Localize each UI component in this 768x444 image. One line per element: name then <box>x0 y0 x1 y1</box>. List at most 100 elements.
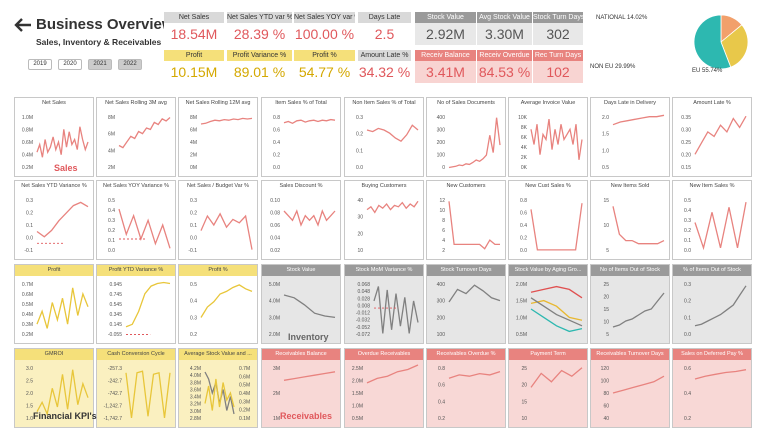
y-tick-label: 400 <box>437 282 446 288</box>
pie-label-national: NATIONAL 14.02% <box>596 15 648 21</box>
chart-title: Stock MoM Variance % <box>345 265 423 276</box>
chart-tile-receivables-turnover-days[interactable]: Receivables Turnover Days 120 100 80 60 40 <box>590 348 670 428</box>
y-tick-label: -0.1 <box>188 248 197 254</box>
chart-tile-stock-mom-variance[interactable]: Stock MoM Variance % 0.068 0.048 0.028 0.008… <box>344 264 424 344</box>
chart-tile-gmroi[interactable]: GMROI 3.0 2.5 2.0 1.5 1.0 <box>14 348 94 428</box>
y-tick-label: 0.30 <box>681 128 691 134</box>
series-line <box>36 201 89 238</box>
chart-tile-payment-term[interactable]: Payment Term 25 20 15 10 <box>508 348 588 428</box>
y-tick-label: 0.1 <box>684 238 691 244</box>
chart-tile-days-late-in-delivery[interactable]: Days Late in Delivery 2.0 1.5 1.0 0.5 <box>590 97 670 177</box>
y-tick-label: 0.2 <box>356 132 363 138</box>
chart-tile-net-sales-budget-var[interactable]: Net Sales / Budget Var % 0.3 0.2 0.1 0.0 -0.1 <box>178 180 258 260</box>
chart-tile-net-sales-rolling-12m-avg[interactable]: Net Sales Rolling 12M avg 8M 6M 4M 2M 0M <box>178 97 258 177</box>
y-tick-label: 4.0M <box>190 373 201 379</box>
y-tick-label: 0.4 <box>684 391 691 397</box>
chart-title: Days Late in Delivery <box>604 100 656 106</box>
chart-tile-net-sales-rolling-3m-avg[interactable]: Net Sales Rolling 3M avg 8M 6M 4M 2M <box>96 97 176 177</box>
chart-tile-of-items-out-of-stock[interactable]: % of Items Out of Stock 0.3 0.2 0.1 0.0 <box>672 264 752 344</box>
y-tick-label: 2.5 <box>26 379 33 385</box>
chart-plot: 15 10 5 <box>603 198 665 254</box>
chart-tile-new-customers[interactable]: New Customers 12 10 8 6 4 2 <box>426 180 506 260</box>
chart-title: % of Items Out of Stock <box>673 265 751 276</box>
chart-tile-overdue-receivables[interactable]: Overdue Receivables 2.5M 2.0M 1.5M 1.0M 0.5M <box>344 348 424 428</box>
chart-plot: 0.8 0.6 0.4 0.2 0.0 <box>273 115 336 171</box>
chart-title: Average Invoice Value <box>520 100 576 106</box>
series-line <box>530 297 583 327</box>
y-tick-label: 0.1 <box>684 315 691 321</box>
y-tick-label: 2M <box>108 165 115 171</box>
chart-tile-cash-conversion-cycle[interactable]: Cash Conversion Cycle -257.3 -242.7 -742.7-… <box>96 348 176 428</box>
chart-tile-new-item-sales[interactable]: New Item Sales % 0.5 0.4 0.3 0.2 0.1 0.0 <box>672 180 752 260</box>
chart-tile-buying-customers[interactable]: Buying Customers 40 30 20 10 <box>344 180 424 260</box>
chart-tile-receivables-balance[interactable]: Receivables Balance 3M 2M 1M <box>261 348 341 428</box>
chart-tile-item-sales-of-total[interactable]: Item Sales % of Total 0.8 0.6 0.4 0.2 0.0 <box>261 97 341 177</box>
series-line <box>530 299 583 321</box>
y-tick-label: 0.2M <box>22 165 33 171</box>
series-line <box>200 284 253 318</box>
year-filter-2020[interactable]: 2020 <box>58 59 82 70</box>
chart-tile-non-item-sales-of-total[interactable]: Non Item Sales % of Total 0.3 0.2 0.1 0.0 <box>344 97 424 177</box>
kpi-value: 18.54M <box>170 26 218 42</box>
chart-tile-net-sales-yoy-variance[interactable]: Net Sales YOY Variance % 0.5 0.4 0.3 0.2 0.1 0… <box>96 180 176 260</box>
y2-tick-label: 0.1M <box>239 416 250 422</box>
chart-tile-new-items-sold[interactable]: New Items Sold 15 10 5 <box>590 180 670 260</box>
chart-tile-stock-turnover-days[interactable]: Stock Turnover Days 400 300 200 100 <box>426 264 506 344</box>
chart-tile-stock-value[interactable]: Stock Value 5.0M 4.0M 3.0M 2.0M <box>261 264 341 344</box>
chart-tile-sales-discount[interactable]: Sales Discount % 0.10 0.08 0.06 0.04 0.02 <box>261 180 341 260</box>
chart-tile-sales-on-deferred-pay[interactable]: Sales on Deferred Pay % 0.6 0.4 0.2 <box>672 348 752 428</box>
y-tick-label: 0.3 <box>108 218 115 224</box>
y-tick-label: 0.028 <box>357 296 370 302</box>
year-filter-2019[interactable]: 2019 <box>28 59 52 70</box>
chart-tile-profit[interactable]: Profit % 0.5 0.4 0.3 0.2 <box>178 264 258 344</box>
chart-tile-profit[interactable]: Profit 0.7M 0.6M 0.5M 0.4M 0.3M 0.2M <box>14 264 94 344</box>
chart-plot: 8M 6M 4M 2M 0M <box>190 115 253 171</box>
chart-tile-new-cust-sales[interactable]: New Cust Sales % 0.8 0.6 0.4 0.2 0.0 <box>508 180 588 260</box>
chart-tile-amount-late[interactable]: Amount Late % 0.35 0.30 0.25 0.20 0.15 <box>672 97 752 177</box>
chart-title: Amount Late % <box>693 100 731 106</box>
chart-tile-average-invoice-value[interactable]: Average Invoice Value 10K 8K 6K 4K 2K 0K <box>508 97 588 177</box>
kpi-value: 2.92M <box>426 26 465 42</box>
y-tick-label: 10 <box>603 320 609 326</box>
y-tick-label: 1.5 <box>602 132 609 138</box>
chart-tile-no-of-sales-documents[interactable]: No of Sales Documents 400 300 200 100 0 <box>426 97 506 177</box>
chart-tile-stock-value-by-aging-gro[interactable]: Stock Value by Aging Gro... 2.0M 1.5M 1.0M 0… <box>508 264 588 344</box>
chart-tile-net-sales-ytd-variance[interactable]: Net Sales YTD Variance % 0.3 0.2 0.1 0.0 -0.1 <box>14 180 94 260</box>
series-line <box>448 370 501 379</box>
section-label-inventory: Inventory <box>288 332 329 342</box>
kpi-card-net-sales-ytd-var: Net Sales YTD var % 28.39 % <box>227 12 292 45</box>
y-tick-label: 100 <box>437 153 446 159</box>
chart-tile-net-sales[interactable]: Net Sales 1.0M 0.8M 0.6M 0.4M 0.2M <box>14 97 94 177</box>
y2-tick-label: 0.4M <box>239 391 250 397</box>
y-tick-label: 8M <box>190 115 197 121</box>
pie-slice-eu[interactable] <box>693 14 732 70</box>
kpi-value: 28.39 % <box>233 26 286 42</box>
chart-plot: 1.0M 0.8M 0.6M 0.4M 0.2M <box>22 115 89 171</box>
pie-label-eu: EU 55.74% <box>692 68 723 74</box>
y-tick-label: 8M <box>108 115 115 121</box>
y-tick-label: 0.0 <box>190 236 197 242</box>
chart-tile-receivables-overdue[interactable]: Receivables Overdue % 0.8 0.6 0.4 0.2 <box>426 348 506 428</box>
chart-tile-no-of-items-out-of-stock[interactable]: No of Items Out of Stock 25 20 15 10 5 <box>590 264 670 344</box>
year-filter-2021[interactable]: 2021 <box>88 59 112 70</box>
series-line <box>530 285 583 299</box>
kpi-card-profit-variance: Profit Variance % 89.01 % <box>227 50 292 83</box>
back-arrow-icon[interactable] <box>13 17 33 33</box>
year-filter-2022[interactable]: 2022 <box>118 59 142 70</box>
chart-plot: 2.0M 1.5M 1.0M 0.5M <box>516 282 583 338</box>
chart-plot: 4.2M4.0M3.8M3.6M 3.4M3.2M3.0M2.8M 0.7M 0.6M… <box>190 366 250 422</box>
chart-title: Net Sales <box>42 100 66 106</box>
y-tick-label: 0.25 <box>681 140 691 146</box>
y-tick-label: -1,742.7 <box>104 416 123 422</box>
y-tick-label: 15 <box>603 307 609 313</box>
pie-slice-non-eu[interactable] <box>720 24 749 68</box>
chart-title: Receivables Balance <box>262 349 340 360</box>
y-tick-label: 10 <box>521 416 527 422</box>
chart-tile-average-stock-value-and[interactable]: Average Stock Value and ... 4.2M 4.0M 3.8M 3… <box>178 348 258 428</box>
y-tick-label: 4K <box>521 145 528 151</box>
y-tick-label: 6K <box>521 135 528 141</box>
chart-tile-profit-ytd-variance[interactable]: Profit YTD Variance % 0.945 0.745 0.545 0.34… <box>96 264 176 344</box>
y-tick-label: 0.4 <box>520 223 527 229</box>
kpi-value: 100.00 % <box>294 26 355 42</box>
